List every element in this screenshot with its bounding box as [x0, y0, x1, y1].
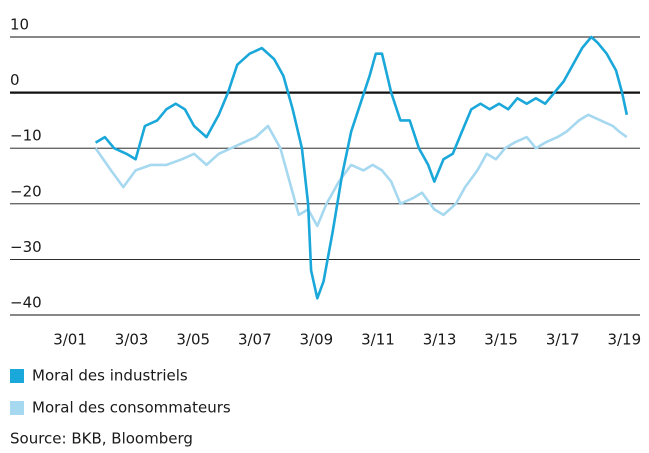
x-tick-label: 3/11	[361, 331, 395, 349]
y-tick-label: −10	[10, 127, 42, 145]
series-line	[94, 35, 629, 300]
legend-label: Moral des industriels	[32, 367, 188, 385]
y-tick-label: 10	[10, 16, 29, 34]
x-tick-label: 3/15	[484, 331, 518, 349]
y-tick-label: −20	[10, 182, 42, 200]
y-tick-label: −40	[10, 294, 42, 312]
y-tick-label: −30	[10, 238, 42, 256]
series-line	[94, 113, 628, 228]
x-tick-label: 3/07	[238, 331, 272, 349]
legend-swatch	[10, 369, 24, 383]
x-tick-label: 3/01	[53, 331, 87, 349]
x-tick-label: 3/03	[115, 331, 149, 349]
x-tick-label: 3/09	[300, 331, 334, 349]
source: Source: BKB, Bloomberg	[10, 430, 193, 448]
y-tick-label: 0	[10, 71, 20, 89]
legend-swatch	[10, 401, 24, 415]
x-tick-label: 3/19	[607, 331, 641, 349]
x-tick-label: 3/13	[423, 331, 457, 349]
legend-label: Moral des consommateurs	[32, 399, 231, 417]
x-tick-label: 3/17	[546, 331, 580, 349]
x-tick-label: 3/05	[176, 331, 210, 349]
